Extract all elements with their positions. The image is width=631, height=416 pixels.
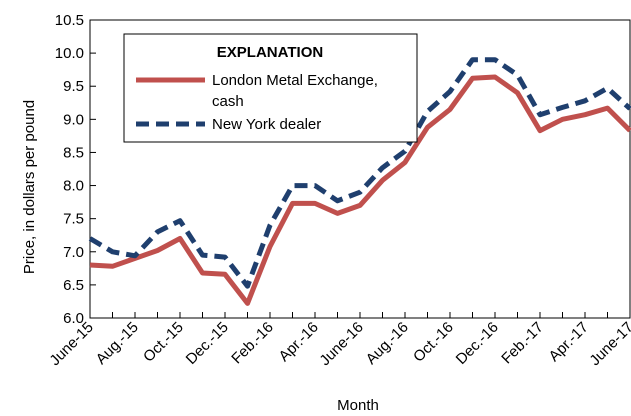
y-tick-label: 9.5 [63, 78, 84, 95]
y-axis-ticks: 6.0 6.5 7.0 7.5 8.0 8.5 9.0 9.5 10.0 10.5 [55, 12, 96, 327]
legend-title: EXPLANATION [217, 44, 323, 61]
x-tick-label: June-16 [316, 319, 366, 369]
x-tick-label: Dec.-15 [183, 319, 232, 368]
legend-label-lme-line2: cash [212, 93, 244, 110]
series-lines [88, 57, 631, 306]
x-tick-label: Dec.-16 [453, 319, 502, 368]
y-tick-label: 10.0 [55, 45, 84, 62]
series-line-new-york-dealer [88, 57, 631, 289]
y-tick-label: 6.5 [63, 277, 84, 294]
x-axis-ticks: June-15Aug.-15Oct.-15Dec.-15Feb.-16Apr.-… [46, 312, 631, 369]
x-tick-label: Oct.-16 [410, 319, 457, 366]
legend: EXPLANATION London Metal Exchange, cash … [123, 33, 418, 143]
x-tick-label: Apr.-16 [276, 319, 322, 365]
x-tick-label: Aug.-15 [93, 319, 142, 368]
x-tick-label: Feb.-16 [228, 319, 277, 368]
x-tick-label: Feb.-17 [498, 319, 547, 368]
y-tick-label: 9.0 [63, 111, 84, 128]
y-axis-title: Price, in dollars per pound [21, 100, 38, 274]
y-tick-label: 10.5 [55, 12, 84, 29]
y-tick-label: 8.5 [63, 144, 84, 161]
legend-label-ny: New York dealer [212, 116, 321, 133]
legend-label-lme-line1: London Metal Exchange, [212, 72, 378, 89]
x-tick-label: June-17 [586, 319, 631, 369]
series-line-london-metal-exchange [89, 74, 631, 306]
x-tick-label: Aug.-16 [363, 319, 412, 368]
x-axis-title: Month [337, 397, 379, 414]
y-tick-label: 8.0 [63, 178, 84, 195]
x-tick-label: Oct.-15 [140, 319, 187, 366]
legend-box [123, 33, 418, 143]
y-tick-label: 6.0 [63, 310, 84, 327]
y-tick-label: 7.0 [63, 244, 84, 261]
x-tick-label: Apr.-17 [546, 319, 592, 365]
y-tick-label: 7.5 [63, 211, 84, 228]
